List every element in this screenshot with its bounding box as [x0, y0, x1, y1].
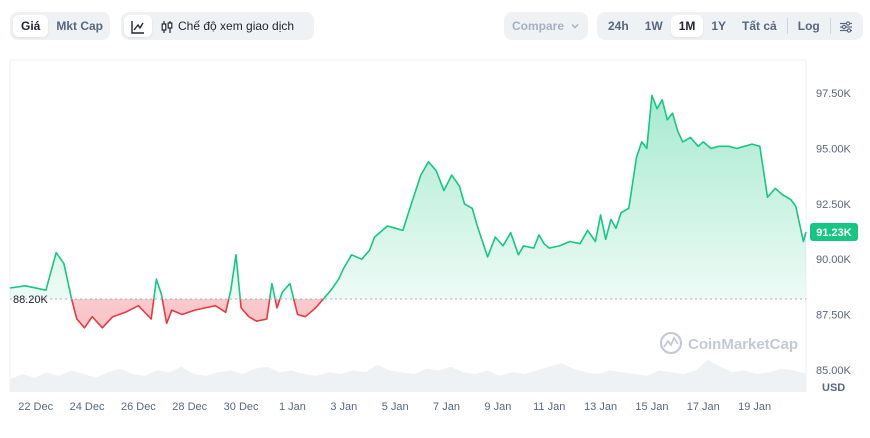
y-tick-label: 97.50K — [816, 88, 852, 100]
divider — [829, 18, 831, 34]
y-tick-label: 85.00K — [816, 365, 852, 377]
range-1m[interactable]: 1M — [670, 15, 704, 37]
watermark: CoinMarketCap — [659, 331, 798, 355]
range-selector: 24h 1W 1M 1Y Tất cả Log — [597, 12, 863, 40]
x-tick-label: 9 Jan — [484, 401, 511, 413]
range-1y[interactable]: 1Y — [711, 19, 727, 33]
price-line-up — [9, 94, 807, 300]
line-chart-button[interactable] — [124, 15, 152, 37]
baseline-label: 88.20K — [13, 294, 49, 306]
log-scale-button[interactable]: Log — [797, 19, 820, 33]
x-tick-label: 13 Jan — [584, 401, 617, 413]
y-tick-label: 95.00K — [816, 144, 852, 156]
x-axis: 22 Dec 24 Dec 26 Dec 28 Dec 30 Dec 1 Jan 3 Jan… — [18, 401, 771, 413]
area-fill-up — [10, 95, 806, 300]
view-tabs: Giá Mkt Cap — [10, 12, 110, 40]
x-tick-label: 28 Dec — [172, 401, 207, 413]
x-tick-label: 22 Dec — [18, 401, 53, 413]
y-tick-label: 90.00K — [816, 254, 852, 266]
currency-label: USD — [822, 382, 845, 394]
current-price-label: 91.23K — [816, 227, 852, 239]
tab-price[interactable]: Giá — [13, 15, 49, 37]
trading-view-button[interactable]: Chế độ xem giao dịch — [152, 15, 302, 37]
current-price-tag — [810, 222, 858, 241]
x-tick-label: 1 Jan — [279, 401, 306, 413]
x-tick-label: 5 Jan — [382, 401, 409, 413]
chart-frame — [9, 59, 807, 392]
watermark-text: CoinMarketCap — [688, 336, 798, 353]
compare-label: Compare — [511, 19, 564, 33]
range-24h[interactable]: 24h — [608, 19, 629, 33]
x-tick-label: 7 Jan — [433, 401, 460, 413]
trading-view-label: Chế độ xem giao dịch — [178, 19, 295, 33]
x-tick-label: 11 Jan — [533, 401, 565, 413]
divider — [786, 18, 788, 34]
y-tick-label: 92.50K — [816, 199, 852, 211]
tab-market-cap[interactable]: Mkt Cap — [56, 19, 104, 33]
x-tick-label: 3 Jan — [330, 401, 357, 413]
line-chart-icon — [131, 20, 144, 34]
x-tick-label: 24 Dec — [70, 401, 105, 413]
volume-shape — [10, 359, 806, 392]
compare-dropdown[interactable]: Compare — [504, 12, 588, 40]
chart-mode-group: Chế độ xem giao dịch — [121, 12, 314, 40]
y-tick-label: 87.50K — [816, 310, 852, 322]
x-tick-label: 19 Jan — [738, 401, 771, 413]
price-line-down — [70, 299, 325, 329]
candlestick-icon — [161, 20, 173, 33]
y-axis: 85.00K 87.50K 90.00K 92.50K 95.00K 97.50K USD — [816, 88, 852, 394]
x-tick-label: 30 Dec — [224, 401, 259, 413]
range-1w[interactable]: 1W — [644, 19, 663, 33]
area-fill-down — [71, 299, 324, 328]
sliders-icon — [839, 21, 852, 33]
x-tick-label: 26 Dec — [121, 401, 156, 413]
chevron-down-icon — [571, 24, 579, 29]
x-tick-label: 15 Jan — [635, 401, 668, 413]
range-all[interactable]: Tất cả — [742, 19, 777, 33]
x-tick-label: 17 Jan — [687, 401, 720, 413]
settings-button[interactable] — [833, 15, 859, 37]
volume-area — [10, 359, 806, 392]
